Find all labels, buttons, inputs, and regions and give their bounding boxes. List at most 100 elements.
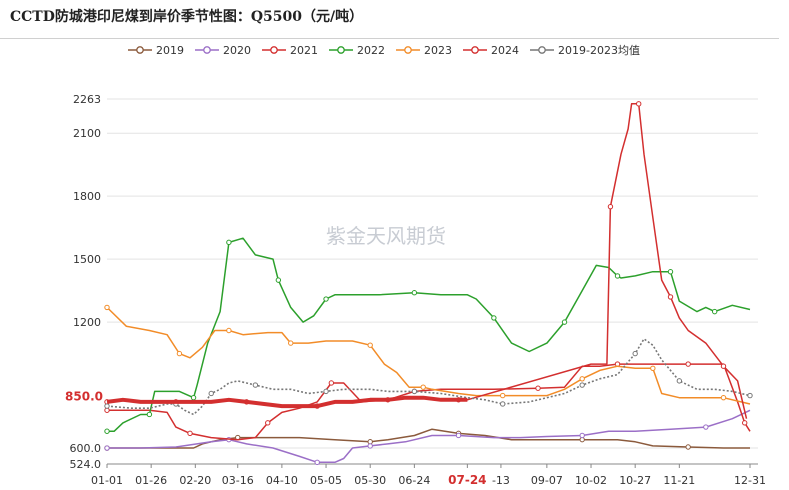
series-point-2022 xyxy=(226,239,232,246)
series-point-2023 xyxy=(104,304,110,311)
y-tick-label: 1500 xyxy=(73,253,101,266)
x-tick-label: 11-21 xyxy=(663,474,695,487)
series-point-2021 xyxy=(187,430,193,437)
legend-item-2024[interactable]: 2024 xyxy=(463,42,519,58)
series-point-2019-2023均值 xyxy=(252,382,259,388)
x-tick-label: 01-26 xyxy=(135,474,167,487)
y-tick-label: 1800 xyxy=(73,190,101,203)
series-point-2019-2023均值 xyxy=(632,350,638,357)
x-tick-label: 05-30 xyxy=(354,474,386,487)
legend-line-icon xyxy=(195,46,219,54)
legend-item-2019-2023均值[interactable]: 2019-2023均值 xyxy=(530,42,640,58)
x-tick-label: 06-24 xyxy=(398,474,430,487)
y-tick-label: 524.0 xyxy=(70,458,102,471)
series-point-2023 xyxy=(367,342,373,348)
series-point-2023 xyxy=(176,350,183,357)
legend-item-2021[interactable]: 2021 xyxy=(262,42,318,58)
series-line-2021 xyxy=(107,363,751,441)
x-tick-label: -13 xyxy=(492,474,510,487)
legend-item-2020[interactable]: 2020 xyxy=(195,42,251,58)
series-point-2022 xyxy=(711,308,718,315)
series-point-2023 xyxy=(226,327,232,334)
legend: 2019 2020 2021 2022 2023 2024 2019-2023均值 xyxy=(128,42,640,58)
legend-label: 2021 xyxy=(290,43,318,57)
y-tick-label: 600.0 xyxy=(70,442,102,455)
legend-line-icon xyxy=(463,46,487,54)
series-point-2023 xyxy=(288,340,294,346)
series-point-2019 xyxy=(685,444,691,450)
y-tick-label: 2263 xyxy=(73,93,101,106)
series-point-2022 xyxy=(104,428,110,434)
series-point-2022 xyxy=(190,394,197,401)
series-point-2022 xyxy=(491,315,497,321)
legend-line-icon xyxy=(329,46,353,54)
series-point-2021 xyxy=(265,420,271,426)
series-point-2023 xyxy=(650,365,656,371)
x-tick-label: 09-07 xyxy=(531,474,563,487)
series-point-2020 xyxy=(703,424,709,430)
legend-item-2022[interactable]: 2022 xyxy=(329,42,385,58)
title-divider xyxy=(0,38,779,39)
series-point-2019-2023均值 xyxy=(676,378,683,384)
bold-line-2024 xyxy=(106,395,468,409)
legend-line-icon xyxy=(396,46,420,54)
series-point-2022 xyxy=(146,411,153,418)
series-point-2023 xyxy=(499,392,506,399)
series-point-2023 xyxy=(420,384,426,390)
series-point-2022 xyxy=(561,319,568,325)
series-point-2023 xyxy=(579,376,585,382)
x-tick-label: 01-01 xyxy=(91,474,123,487)
y-tick-label: 1200 xyxy=(73,316,101,329)
legend-item-2019[interactable]: 2019 xyxy=(128,42,184,58)
series-line-2020 xyxy=(107,409,751,464)
legend-line-icon xyxy=(530,46,554,54)
series-point-2022 xyxy=(614,273,621,279)
chart-title: CCTD防城港印尼煤到岸价季节性图：Q5500（元/吨） xyxy=(10,9,364,25)
series-point-2019-2023均值 xyxy=(579,382,585,388)
legend-line-icon xyxy=(262,46,286,54)
series-point-2023 xyxy=(720,394,727,401)
series-point-2024 xyxy=(720,363,727,369)
legend-label: 2023 xyxy=(424,43,452,57)
series-point-2020 xyxy=(314,459,320,466)
x-tick-label: 05-05 xyxy=(310,474,342,487)
legend-item-2023[interactable]: 2023 xyxy=(396,42,452,58)
x-tick-label: 03-16 xyxy=(222,474,254,487)
series-point-2021 xyxy=(535,385,541,391)
series-point-2024 xyxy=(667,294,674,300)
x-tick-label: 07-24 xyxy=(448,473,486,487)
series-point-2019-2023均值 xyxy=(499,401,506,407)
series-point-2020 xyxy=(455,432,462,439)
series-point-2024 xyxy=(607,203,614,210)
series-point-2021 xyxy=(742,420,748,426)
series-point-2020 xyxy=(579,432,585,439)
series-line-2019 xyxy=(107,428,750,449)
series-point-2021 xyxy=(328,380,335,386)
x-tick-label: 10-02 xyxy=(575,474,607,487)
series-line-2022 xyxy=(107,237,751,433)
series-point-2020 xyxy=(367,443,373,449)
x-tick-label: 10-27 xyxy=(619,474,651,487)
series-point-2019-2023均值 xyxy=(747,392,753,399)
legend-line-icon xyxy=(128,46,152,54)
legend-label: 2019-2023均值 xyxy=(558,44,640,57)
y-tick-label: 2100 xyxy=(73,127,101,140)
highlight-value-label: 850.0 xyxy=(65,390,103,404)
series-point-2022 xyxy=(275,277,282,283)
x-tick-label: 02-20 xyxy=(179,474,211,487)
series-point-2024 xyxy=(636,101,642,107)
series-point-2021 xyxy=(685,361,691,367)
series-point-2022 xyxy=(411,290,418,296)
x-tick-label: 04-10 xyxy=(266,474,298,487)
series-point-2019-2023均值 xyxy=(323,388,329,395)
x-tick-label: 12-31 xyxy=(734,474,766,487)
series-line-2023 xyxy=(106,306,751,405)
series-point-2022 xyxy=(323,296,329,302)
series-point-2020 xyxy=(104,445,110,451)
series-point-2019-2023均值 xyxy=(411,388,418,395)
watermark-text: 紫金天风期货 xyxy=(326,224,446,248)
series-point-2022 xyxy=(667,269,674,275)
legend-label: 2024 xyxy=(491,43,519,57)
series-point-2019-2023均值 xyxy=(208,390,214,397)
